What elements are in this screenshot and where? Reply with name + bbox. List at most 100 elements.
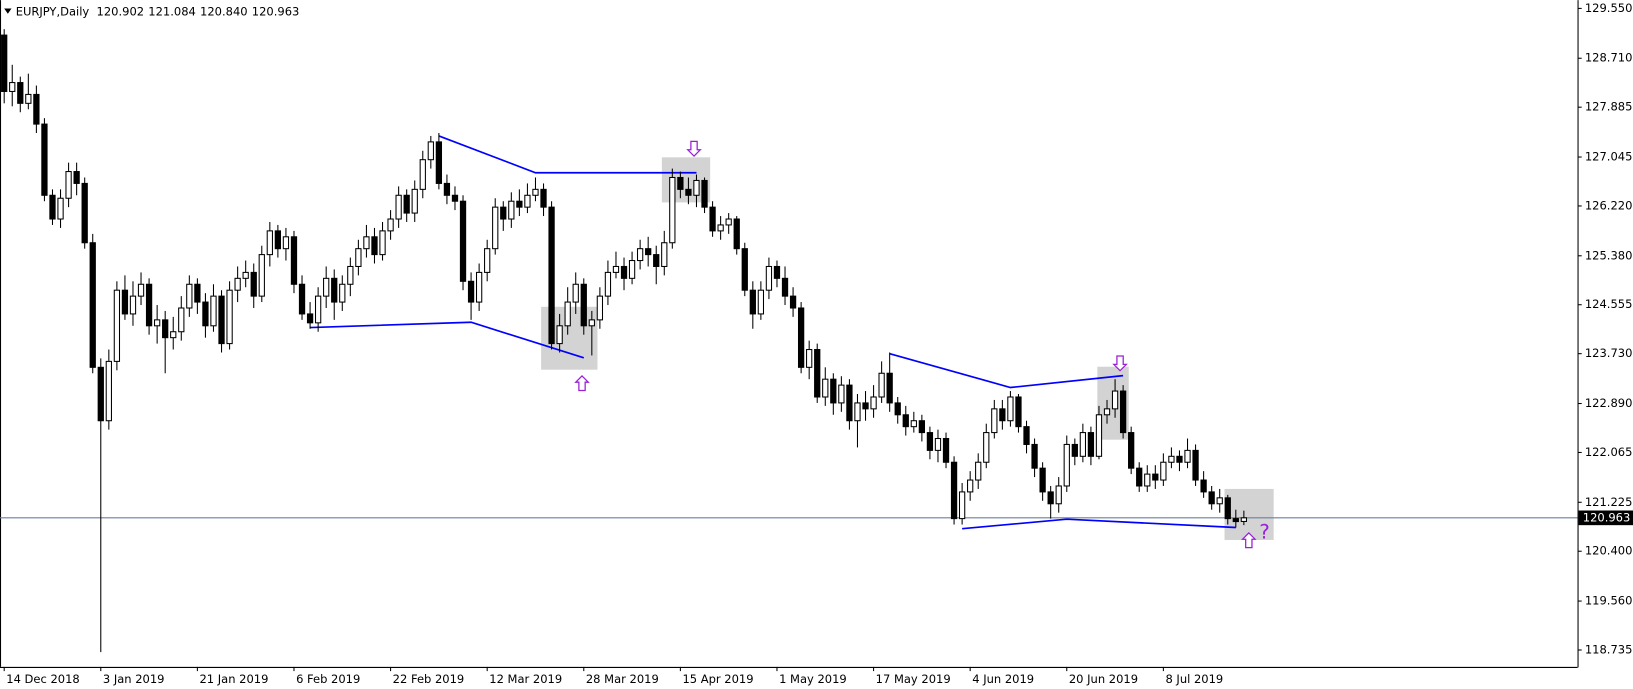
candle-body [226, 289, 233, 345]
candle-body [379, 230, 386, 256]
candle-body [443, 182, 451, 196]
candle-body [645, 248, 652, 256]
candle-body [878, 372, 885, 398]
candle-body [25, 93, 32, 104]
candle-body [475, 271, 483, 303]
y-tick-label: 127.045 [1585, 150, 1633, 164]
candle-body [854, 402, 861, 422]
candle-body [145, 283, 153, 327]
candle-body [121, 289, 129, 315]
y-tick-label: 118.735 [1585, 643, 1633, 657]
candle-body [1095, 414, 1103, 457]
candle-body [1144, 473, 1151, 487]
y-tick-label: 125.380 [1585, 248, 1633, 262]
candle-body [411, 188, 418, 214]
y-tick-label: 127.885 [1585, 100, 1633, 114]
candle-body [846, 384, 853, 422]
candle-body [516, 200, 523, 208]
x-tick-label: 8 Jul 2019 [1165, 672, 1223, 686]
candle-body [1111, 390, 1119, 410]
candle-body [1136, 467, 1143, 487]
candle-body [73, 171, 80, 184]
y-tick-label: 128.710 [1585, 51, 1633, 65]
candle-body [1152, 473, 1159, 481]
y-tick-label: 121.225 [1585, 495, 1633, 509]
candle-body [1232, 518, 1239, 523]
candle-body [186, 283, 193, 309]
candle-body [983, 432, 990, 463]
candle-body [580, 283, 587, 327]
candle-body [1208, 491, 1215, 505]
candle-body [1015, 396, 1022, 428]
candle-body [1079, 432, 1087, 457]
y-tick-label: 124.555 [1585, 297, 1633, 311]
price-label-box [1578, 510, 1633, 526]
candle-body [89, 242, 96, 368]
candle-body [1047, 491, 1054, 505]
candle-body [564, 301, 571, 327]
candle-body [57, 197, 64, 220]
candle-body [1103, 408, 1111, 416]
candle-body [588, 319, 595, 327]
candle-body [170, 331, 177, 339]
candle-body [532, 188, 539, 196]
candle-body [870, 396, 877, 410]
y-tick-label: 119.560 [1585, 594, 1633, 608]
candle-body [427, 141, 434, 161]
candle-body [484, 248, 491, 273]
candle-body [701, 179, 708, 208]
candle-body [162, 319, 169, 339]
candle-layer [1, 29, 1248, 653]
candle-body [1087, 432, 1095, 457]
candle-body [129, 295, 137, 315]
x-tick-label: 12 Mar 2019 [489, 672, 562, 686]
candle-body [975, 461, 982, 481]
candle-body [999, 408, 1006, 422]
y-tick-label: 122.065 [1585, 445, 1633, 459]
candle-body [838, 384, 845, 404]
candle-body [604, 271, 612, 297]
close-label: 120.963 [252, 4, 300, 18]
candle-body [934, 437, 942, 451]
symbol: EURJPY,Daily [16, 4, 90, 18]
candle-body [1119, 390, 1127, 434]
candle-body [958, 491, 966, 520]
candle-body [1007, 396, 1014, 422]
y-tick-label: 123.730 [1585, 346, 1633, 360]
candle-body [306, 313, 314, 324]
candle-body [105, 360, 112, 422]
x-tick-label: 6 Feb 2019 [296, 672, 360, 686]
candle-body [910, 420, 917, 428]
candle-body [49, 194, 56, 220]
candle-body [178, 307, 185, 333]
y-tick-label: 129.550 [1585, 1, 1633, 15]
candle-body [596, 295, 604, 321]
trend-line [962, 518, 1236, 530]
candle-body [1224, 497, 1231, 520]
candle-body [500, 206, 507, 220]
candle-body [669, 176, 676, 244]
menu-triangle[interactable] [4, 8, 12, 14]
candle-body [242, 271, 249, 279]
candle-body [218, 295, 225, 345]
overlay-layer: EURJPY,Daily 120.902 121.084 120.840 120.963… [4, 4, 1633, 549]
candle-body [830, 378, 837, 404]
candle-body [806, 349, 813, 368]
candle-body [797, 307, 805, 368]
candle-body [282, 236, 290, 250]
candle-body [677, 176, 684, 190]
candle-body [1200, 479, 1207, 493]
x-tick-label: 22 Feb 2019 [393, 672, 465, 686]
candle-body [403, 194, 410, 214]
low-label: 120.840 [200, 4, 248, 18]
candle-body [290, 236, 298, 285]
candle-body [1031, 443, 1038, 469]
x-tick-label: 15 Apr 2019 [682, 672, 753, 686]
candle-body [323, 277, 330, 297]
candle-body [926, 432, 934, 451]
candle-body [1168, 455, 1175, 463]
chart-header: EURJPY,Daily 120.902 121.084 120.840 120.963 [16, 4, 300, 18]
arrow-down [686, 140, 702, 157]
candle-body [1071, 443, 1078, 457]
